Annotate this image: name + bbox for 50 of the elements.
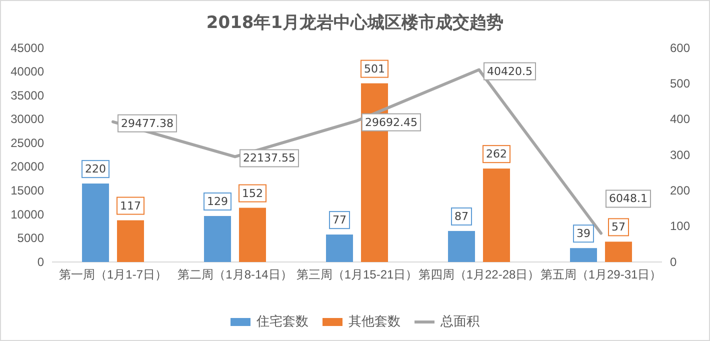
- y2-tick-label: 600: [670, 40, 690, 55]
- data-label: 501: [364, 62, 385, 76]
- y-tick-label: 15000: [10, 184, 44, 198]
- y-tick-label: 20000: [10, 160, 44, 174]
- data-label: 117: [120, 199, 141, 212]
- y-tick-label: 30000: [10, 112, 44, 126]
- bar: [204, 216, 231, 262]
- legend-label: 总面积: [440, 314, 480, 330]
- data-label: 87: [454, 210, 468, 223]
- y-tick-label: 10000: [10, 207, 44, 222]
- data-label: 262: [486, 148, 507, 161]
- y-tick-label: 25000: [10, 136, 44, 150]
- x-tick-label: 第三周（1月15-21日）: [296, 268, 418, 282]
- x-tick-label: 第五周（1月29-31日）: [540, 268, 662, 282]
- y2-tick-label: 200: [670, 184, 690, 198]
- bar: [82, 184, 109, 262]
- data-label: 40420.5: [487, 64, 532, 78]
- data-label: 57: [612, 220, 626, 234]
- bar: [605, 242, 632, 262]
- data-label: 220: [85, 162, 106, 176]
- y-tick-label: 0: [37, 254, 44, 269]
- y-tick-label: 45000: [10, 40, 44, 55]
- bar: [239, 208, 266, 262]
- data-label: 29692.45: [365, 116, 418, 129]
- data-label: 77: [332, 214, 346, 227]
- y2-tick-label: 100: [670, 219, 690, 234]
- y2-tick-label: 0: [670, 254, 677, 269]
- legend-label: 住宅套数: [256, 314, 308, 330]
- bar: [326, 234, 353, 262]
- bar: [448, 230, 475, 262]
- y-tick-label: 5000: [17, 231, 44, 246]
- y2-tick-label: 400: [670, 112, 690, 126]
- legend-label: 其他套数: [348, 314, 400, 330]
- x-tick-label: 第一周（1月1-7日）: [58, 268, 168, 282]
- bar: [483, 168, 510, 262]
- data-label: 152: [242, 186, 263, 200]
- y-tick-label: 35000: [10, 88, 44, 102]
- bar: [117, 220, 144, 262]
- y2-tick-label: 500: [670, 76, 690, 91]
- y-tick-label: 40000: [10, 64, 44, 79]
- data-label: 129: [207, 194, 228, 208]
- chart-title: 2018年1月龙岩中心城区楼市成交趋势: [206, 13, 504, 33]
- data-label: 22137.55: [243, 152, 296, 165]
- data-label: 39: [576, 227, 590, 240]
- x-tick-label: 第四周（1月22-28日）: [418, 268, 540, 282]
- x-tick-label: 第二周（1月8-14日）: [178, 268, 292, 282]
- bar: [570, 248, 597, 262]
- y2-tick-label: 300: [670, 148, 690, 162]
- data-label: 6048.1: [609, 192, 648, 206]
- data-label: 29477.38: [121, 116, 174, 130]
